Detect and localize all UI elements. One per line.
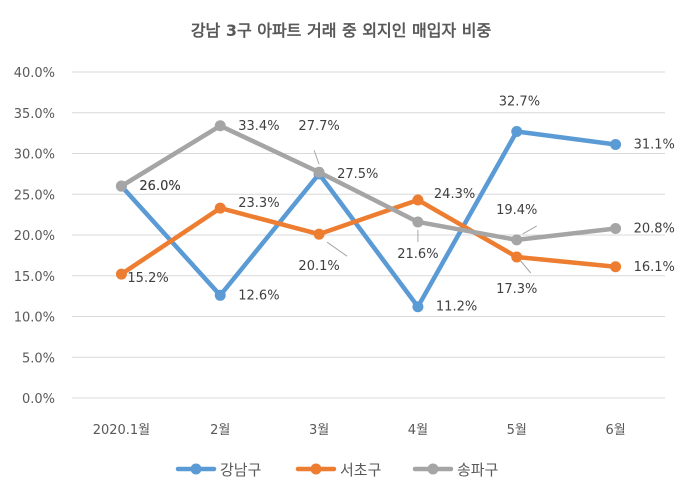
data-label: 19.4% [496,203,537,218]
data-point [214,202,226,214]
series-line [119,123,618,243]
y-tick-label: 15.0% [14,270,55,285]
data-point [313,166,325,178]
legend-marker [427,463,439,475]
series-line [119,197,618,277]
legend-label: 강남구 [220,461,261,479]
data-label: 12.6% [238,288,279,303]
data-label: 26.0% [139,179,180,194]
data-point [214,120,226,132]
x-tick-label: 2월 [210,423,230,438]
data-point [412,194,424,206]
data-point [412,216,424,228]
y-tick-label: 40.0% [14,66,55,81]
data-point [313,228,325,240]
series-line [119,129,618,309]
data-point [115,268,127,280]
data-label: 21.6% [397,247,438,262]
chart-title: 강남 3구 아파트 거래 중 외지인 매입자 비중 [191,21,492,40]
legend-marker [190,463,202,475]
y-tick-label: 35.0% [14,107,55,122]
leader-line [326,241,348,257]
y-tick-label: 20.0% [14,229,55,244]
data-label: 32.7% [499,94,540,109]
data-point [610,139,622,151]
y-tick-label: 30.0% [14,148,55,163]
data-label: 31.1% [634,138,675,153]
data-point [412,301,424,313]
data-label: 17.3% [496,282,537,297]
data-point [511,234,523,246]
data-label: 11.2% [436,300,477,315]
data-label: 24.3% [434,187,475,202]
x-tick-label: 3월 [309,423,329,438]
x-tick-label: 2020.1월 [93,423,150,438]
legend-label: 서초구 [340,461,381,479]
x-axis: 2020.1월 2월 3월 4월 5월 6월 [93,423,626,438]
data-label: 33.4% [238,119,279,134]
legend: 강남구 서초구 송파구 [175,461,498,479]
leader-line [313,150,320,165]
y-tick-label: 10.0% [14,311,55,326]
leader-line [520,260,532,274]
x-tick-label: 6월 [605,423,625,438]
data-label: 27.7% [298,119,339,134]
x-tick-label: 4월 [408,423,428,438]
data-label: 20.8% [634,221,675,236]
legend-label: 송파구 [457,461,498,479]
data-point [214,289,226,301]
label-leader-lines [313,150,537,274]
data-point [115,180,127,192]
y-tick-label: 5.0% [22,351,55,366]
data-point [610,222,622,234]
data-label: 26.0% [139,179,180,194]
leader-line [522,225,537,235]
y-axis: 0.0% 5.0% 10.0% 15.0% 20.0% 25.0% 30.0% 35.0% 40… [14,66,55,407]
data-label: 27.5% [337,167,378,182]
data-point [511,125,523,137]
data-label: 20.1% [298,259,339,274]
data-label: 23.3% [238,196,279,211]
data-label: 16.1% [634,260,675,275]
data-labels: 26.0% 12.6% 27.5% 11.2% 32.7% 31.1% 15.2% 23.3%… [127,94,674,314]
series-lines [115,120,622,313]
legend-marker [310,463,322,475]
data-label: 15.2% [127,271,168,286]
y-tick-label: 0.0% [22,392,55,407]
data-point [511,251,523,263]
data-point [610,261,622,273]
y-tick-label: 25.0% [14,188,55,203]
x-tick-label: 5월 [507,423,527,438]
